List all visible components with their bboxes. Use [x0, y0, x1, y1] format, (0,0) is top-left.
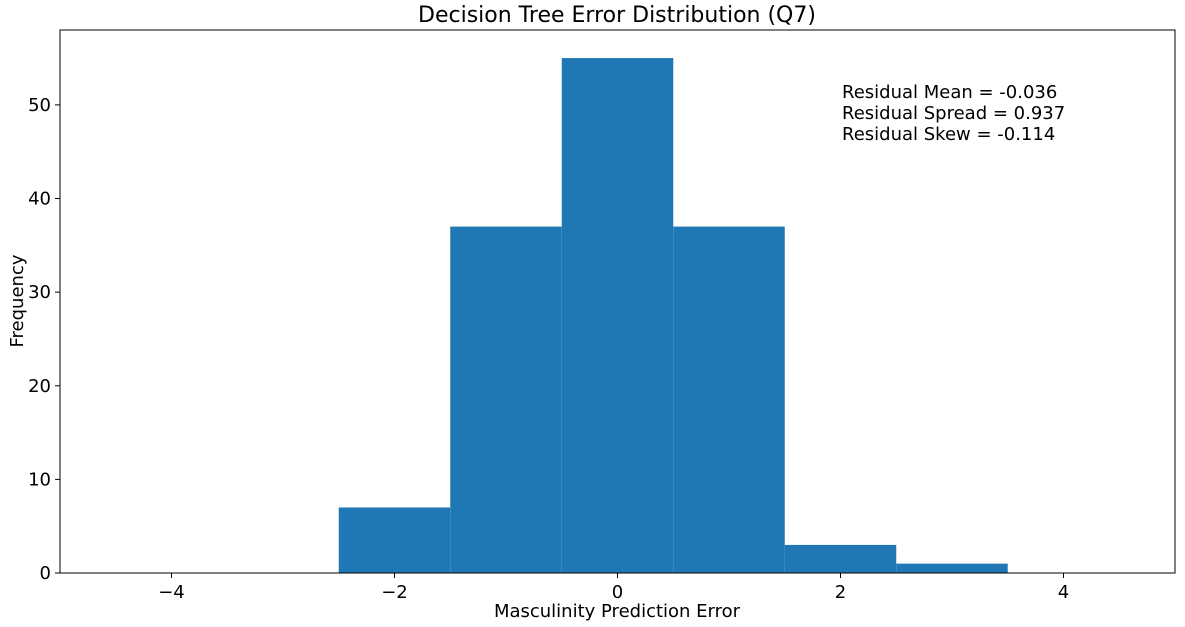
y-tick-label: 20 [28, 376, 51, 397]
x-tick-label: 2 [835, 582, 846, 603]
stats-annotation: Residual Mean = -0.036 Residual Spread =… [842, 82, 1065, 145]
x-axis-label: Masculinity Prediction Error [494, 601, 741, 622]
x-tick-label: −2 [381, 582, 408, 603]
histogram-bar-5 [896, 563, 1008, 573]
histogram-bars [338, 58, 1008, 574]
histogram-bar-0 [338, 507, 451, 573]
histogram-bar-2 [561, 58, 674, 574]
x-tick-label: −4 [158, 582, 185, 603]
x-tick-label: 0 [612, 582, 623, 603]
x-axis-ticks: −4 −2 0 2 4 [158, 573, 1069, 603]
histogram-bar-3 [673, 226, 785, 573]
y-tick-label: 30 [28, 282, 51, 303]
y-tick-label: 50 [28, 95, 51, 116]
y-axis-ticks: 0 10 20 30 40 50 [28, 95, 60, 584]
y-tick-label: 0 [40, 563, 51, 584]
x-tick-label: 4 [1058, 582, 1069, 603]
residual-mean-text: Residual Mean = -0.036 [842, 82, 1057, 103]
y-tick-label: 40 [28, 189, 51, 210]
residual-skew-text: Residual Skew = -0.114 [842, 124, 1055, 145]
y-tick-label: 10 [28, 469, 51, 490]
residual-spread-text: Residual Spread = 0.937 [842, 103, 1065, 124]
y-axis-label: Frequency [7, 254, 28, 347]
histogram-bar-4 [784, 544, 897, 573]
histogram-bar-1 [450, 226, 562, 573]
chart-title: Decision Tree Error Distribution (Q7) [418, 3, 816, 28]
plot-frame [59, 29, 1176, 574]
